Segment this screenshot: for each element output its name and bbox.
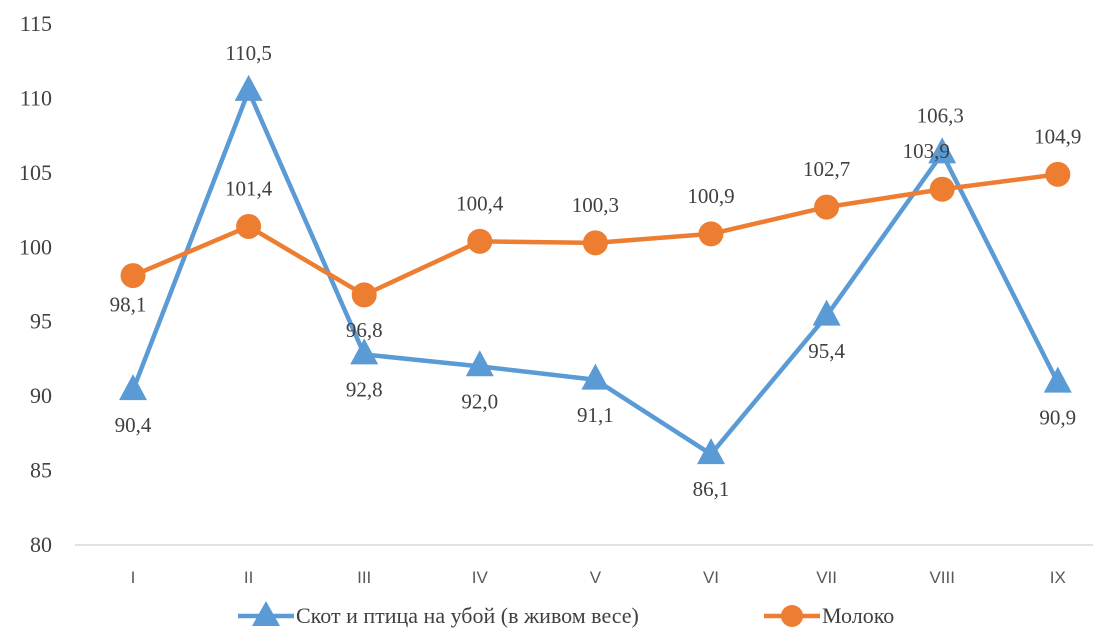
data-label: 92,8 (346, 377, 383, 401)
y-tick-label: 115 (20, 11, 52, 36)
y-tick-label: 110 (20, 85, 52, 110)
data-point-circle (351, 282, 377, 308)
data-label: 96,8 (346, 318, 383, 342)
data-point-circle (120, 263, 146, 289)
y-tick-label: 100 (19, 234, 52, 259)
data-label: 90,4 (115, 413, 152, 437)
legend-label-livestock: Скот и птица на убой (в живом весе) (296, 603, 639, 628)
data-point-triangle (812, 299, 841, 326)
data-point-triangle (581, 363, 610, 390)
data-point-triangle (697, 438, 725, 465)
data-point-triangle (928, 137, 957, 164)
data-label: 95,4 (808, 339, 845, 363)
y-tick-label: 105 (19, 160, 52, 185)
data-point-circle (236, 213, 262, 239)
legend-marker-triangle (252, 601, 280, 626)
data-point-circle (698, 221, 724, 247)
data-label: 106,3 (917, 104, 964, 128)
data-label: 90,9 (1039, 406, 1076, 430)
data-point-circle (582, 230, 608, 256)
data-point-circle (467, 228, 493, 254)
y-tick-label: 90 (30, 383, 52, 408)
data-point-circle (929, 176, 955, 202)
x-tick-label: IV (472, 568, 489, 587)
x-tick-label: VII (816, 568, 837, 587)
legend-marker-circle (781, 605, 803, 627)
data-label: 100,3 (572, 193, 619, 217)
data-label: 110,5 (225, 41, 271, 65)
data-point-triangle (119, 374, 147, 401)
x-tick-label: II (244, 568, 253, 587)
legend: Скот и птица на убой (в живом весе) Молок… (238, 601, 894, 628)
data-label: 103,9 (903, 139, 950, 163)
data-label: 86,1 (693, 477, 730, 501)
data-label: 104,9 (1034, 124, 1081, 148)
y-tick-label: 95 (30, 309, 52, 334)
x-tick-label: III (357, 568, 371, 587)
data-labels: 90,4 110,5 92,8 92,0 91,1 86,1 95,4 106,3 90,9 98… (110, 41, 1082, 501)
data-point-circle (814, 194, 840, 220)
data-label: 98,1 (110, 293, 147, 317)
data-label: 102,7 (803, 157, 850, 181)
x-tick-label: VI (703, 568, 719, 587)
data-label: 100,4 (456, 191, 504, 215)
data-label: 101,4 (225, 176, 273, 200)
legend-label-milk: Молоко (822, 603, 894, 628)
x-tick-label: VIII (929, 568, 955, 587)
data-label: 92,0 (461, 389, 498, 413)
data-point-triangle (465, 350, 494, 377)
data-point-triangle (350, 338, 379, 365)
y-axis: 80 85 90 95 100 105 110 115 (19, 11, 52, 557)
y-tick-label: 85 (30, 458, 52, 483)
y-tick-label: 80 (30, 532, 52, 557)
x-tick-label: IX (1050, 568, 1066, 587)
data-point-triangle (1043, 366, 1072, 393)
x-tick-label: I (131, 568, 136, 587)
x-axis: I II III IV V VI VII VIII IX (75, 544, 1093, 587)
data-label: 100,9 (687, 184, 734, 208)
data-label: 91,1 (577, 403, 614, 427)
x-tick-label: V (590, 568, 602, 587)
data-point-triangle (234, 74, 263, 101)
series-layer (119, 74, 1072, 465)
data-point-circle (1045, 161, 1071, 187)
